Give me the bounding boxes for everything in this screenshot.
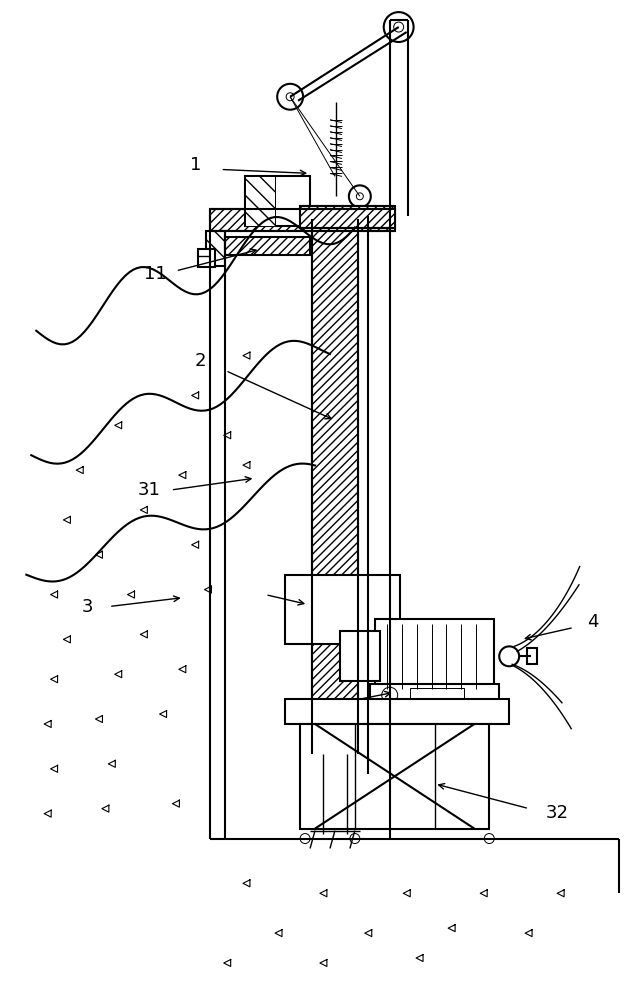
Circle shape	[350, 834, 360, 844]
Text: 31: 31	[137, 481, 160, 499]
Circle shape	[286, 93, 294, 101]
Text: 11: 11	[144, 265, 167, 283]
Bar	[205, 231, 225, 266]
Circle shape	[499, 646, 519, 666]
Circle shape	[277, 84, 303, 110]
Bar	[285, 575, 400, 644]
Circle shape	[382, 687, 398, 703]
Bar	[410, 688, 464, 702]
Bar	[300, 724, 489, 829]
Circle shape	[349, 185, 371, 207]
Bar	[285, 699, 509, 724]
Bar	[300, 206, 395, 228]
Bar	[198, 249, 216, 267]
Text: 2: 2	[194, 352, 206, 370]
Bar	[312, 219, 358, 754]
Bar	[370, 684, 499, 706]
Bar	[245, 176, 310, 226]
Bar	[211, 209, 395, 231]
Text: 3: 3	[81, 598, 93, 616]
Bar	[225, 237, 310, 255]
Circle shape	[384, 12, 413, 42]
Text: 4: 4	[587, 613, 598, 631]
Bar	[527, 648, 537, 664]
Bar	[245, 176, 275, 226]
Bar	[340, 631, 380, 681]
Circle shape	[484, 834, 494, 844]
Circle shape	[356, 193, 363, 200]
Text: 32: 32	[545, 804, 569, 822]
Text: 1: 1	[190, 156, 201, 174]
Bar	[375, 619, 494, 694]
Circle shape	[300, 834, 310, 844]
Circle shape	[393, 22, 404, 32]
